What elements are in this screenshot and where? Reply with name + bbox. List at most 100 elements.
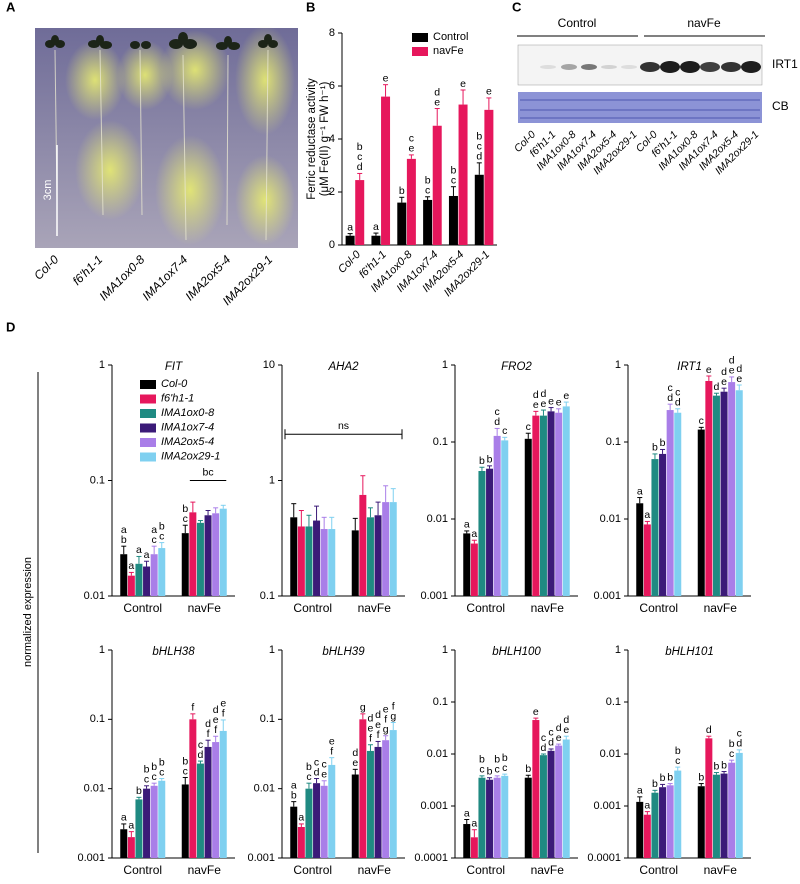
significance-letter: b <box>652 778 658 790</box>
bar <box>297 826 305 858</box>
significance-letter: a <box>464 519 470 531</box>
significance-letter: e <box>213 714 219 726</box>
significance-letter: a <box>471 528 477 540</box>
bar <box>532 415 540 596</box>
bar <box>371 235 381 245</box>
y-tick-label: 1 <box>615 644 621 656</box>
bar <box>381 96 391 245</box>
bar <box>697 786 705 858</box>
significance-letter: e <box>329 735 335 747</box>
significance-letter: a <box>298 812 304 824</box>
significance-letter: c <box>502 425 507 437</box>
x-tick-label: Control <box>123 601 162 615</box>
significance-letter: e <box>721 376 727 388</box>
legend-label: IMA1ox7-4 <box>161 421 214 433</box>
y-tick-label: 0.1 <box>433 436 448 448</box>
significance-letter: c <box>495 764 500 776</box>
bar <box>359 719 367 858</box>
bar <box>666 410 674 596</box>
significance-letter: b <box>182 503 188 515</box>
scale-label: 3cm <box>42 180 54 201</box>
bar <box>547 750 555 858</box>
legend-label: IMA2ox5-4 <box>161 436 214 448</box>
significance-letter: a <box>128 560 134 572</box>
bar <box>720 391 728 596</box>
y-tick-label: 0.01 <box>600 748 621 760</box>
significance-letter: b <box>451 164 457 176</box>
significance-letter: c <box>152 771 157 783</box>
bar <box>562 739 570 858</box>
y-tick-label: 0.01 <box>84 590 105 602</box>
significance-letter: f <box>377 729 380 741</box>
significance-letter: e <box>548 395 554 407</box>
significance-letter: b <box>476 131 482 143</box>
y-tick-label: 0.001 <box>77 852 105 864</box>
significance-letter: f <box>214 724 217 736</box>
bar <box>158 780 166 858</box>
significance-letter: c <box>306 771 311 783</box>
significance-letter: c <box>548 727 553 739</box>
bar <box>493 435 501 596</box>
significance-letter: c <box>183 513 188 525</box>
chart-title: FRO2 <box>501 361 532 373</box>
significance-letter: b <box>721 759 727 771</box>
bar <box>486 779 494 858</box>
x-tick-label: navFe <box>531 863 565 877</box>
significance-letter: b <box>479 754 485 766</box>
significance-letter: d <box>198 749 204 761</box>
bar <box>735 752 743 858</box>
significance-letter: e <box>321 769 327 781</box>
significance-letter: c <box>495 406 500 418</box>
significance-letter: a <box>644 509 650 521</box>
significance-letter: c <box>729 748 734 760</box>
bar <box>158 548 166 596</box>
bar <box>432 125 442 245</box>
significance-letter: e <box>352 757 358 769</box>
bar <box>659 787 667 858</box>
significance-letter: g <box>360 702 366 714</box>
significance-letter: e <box>383 72 389 84</box>
y-tick-label: 1 <box>99 644 105 656</box>
significance-letter: b <box>652 442 658 454</box>
y-tick-label: 0.01 <box>427 513 448 525</box>
genotype-label: Col-0 <box>31 252 61 282</box>
bar <box>524 438 532 596</box>
bar <box>212 513 220 596</box>
legend-label: IMA2ox29-1 <box>161 450 220 462</box>
bar <box>406 158 416 245</box>
chart-title: AHA2 <box>327 361 359 373</box>
bar <box>712 395 720 596</box>
bar <box>297 526 305 596</box>
bar <box>120 829 128 858</box>
y-tick-label: 1 <box>615 359 621 371</box>
chart-title: bHLH101 <box>665 646 714 658</box>
bar <box>555 412 563 596</box>
significance-letter: e <box>706 364 712 376</box>
significance-letter: e <box>434 96 440 108</box>
x-tick-label: navFe <box>188 863 222 877</box>
bar <box>150 785 158 858</box>
x-tick-label: Control <box>293 601 332 615</box>
genotype-label: IMA1ox7-4 <box>139 252 190 303</box>
significance-letter: a <box>373 221 379 233</box>
chart-title: IRT1 <box>677 361 702 373</box>
significance-letter: a <box>637 785 643 797</box>
blot <box>517 35 765 123</box>
bar <box>735 390 743 596</box>
bar <box>697 429 705 596</box>
significance-letter: d <box>314 766 320 778</box>
bar <box>659 453 667 596</box>
significance-letter: c <box>526 421 531 433</box>
significance-letter: d <box>375 709 381 721</box>
significance-letter: a <box>121 524 127 536</box>
significance-letter: b <box>494 754 500 766</box>
bar <box>382 502 390 596</box>
y-tick-label: 0 <box>329 239 335 251</box>
significance-letter: b <box>425 175 431 187</box>
y-tick-label: 1 <box>269 474 275 486</box>
significance-letter: b <box>667 771 673 783</box>
bar <box>212 742 220 858</box>
significance-letter: f <box>330 745 333 757</box>
bar <box>181 533 189 596</box>
